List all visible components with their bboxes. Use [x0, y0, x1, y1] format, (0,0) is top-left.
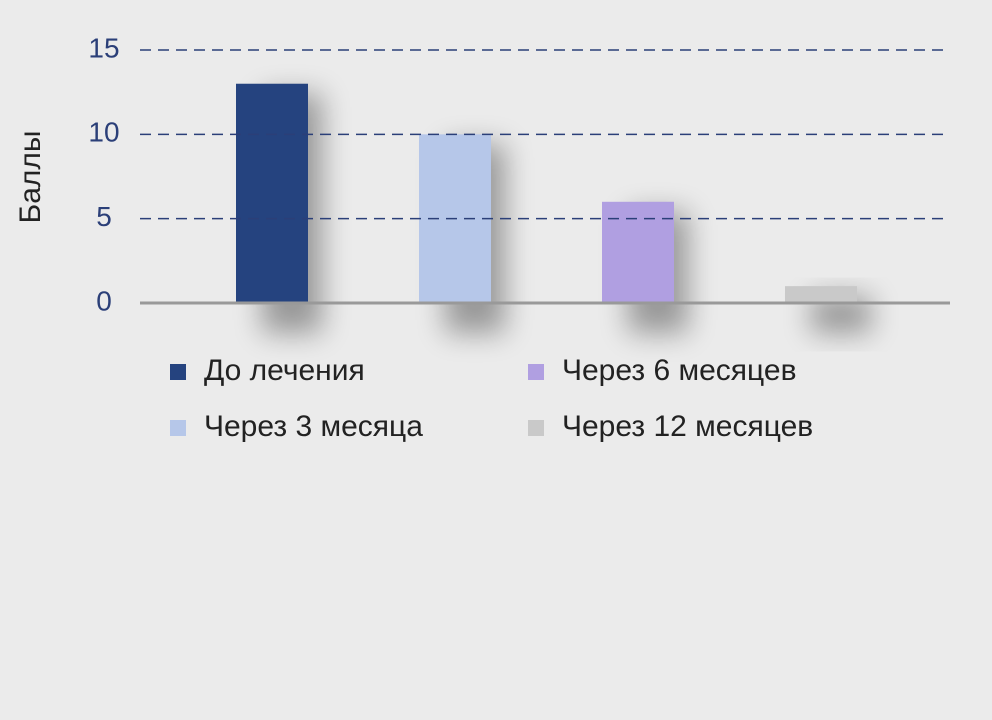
bar	[236, 83, 308, 303]
y-tick-label: 0	[96, 285, 112, 316]
legend-marker	[528, 420, 544, 436]
y-axis-label: Баллы	[14, 131, 47, 224]
legend-marker	[170, 420, 186, 436]
y-tick-label: 5	[96, 201, 112, 232]
legend-label: Через 3 месяца	[204, 410, 423, 443]
y-tick-label: 15	[88, 32, 119, 63]
bar	[785, 286, 857, 303]
legend-marker	[170, 364, 186, 380]
legend-marker	[528, 364, 544, 380]
bar	[602, 201, 674, 303]
legend-label: До лечения	[204, 354, 365, 387]
y-tick-label: 10	[88, 117, 119, 148]
legend-label: Через 12 месяцев	[562, 410, 813, 443]
legend-label: Через 6 месяцев	[562, 354, 797, 387]
